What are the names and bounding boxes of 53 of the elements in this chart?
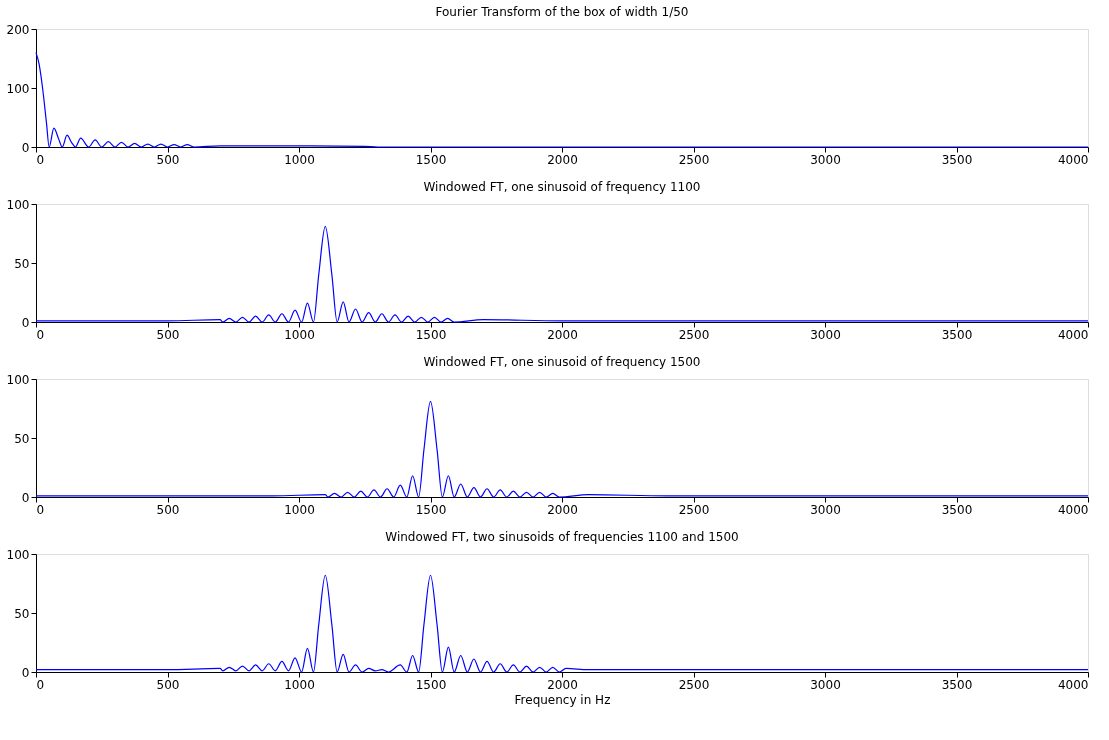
x-tick-label: 3500	[941, 502, 973, 517]
y-tick-label: 50	[14, 606, 30, 621]
x-tick-label: 1500	[415, 327, 447, 342]
x-tick-label: 3500	[941, 152, 973, 167]
x-tick-label: 0	[36, 677, 45, 692]
x-tick-label: 3000	[810, 677, 841, 692]
x-tick-label: 3000	[810, 502, 841, 517]
y-tick-label: 50	[14, 256, 30, 271]
x-axis-title: Frequency in Hz	[514, 692, 611, 707]
x-tick-label: 3000	[810, 327, 841, 342]
x-tick-label: 500	[156, 502, 180, 517]
x-tick-label: 4000	[1057, 677, 1089, 692]
x-tick-label: 500	[156, 327, 180, 342]
x-tick-label: 4000	[1057, 502, 1089, 517]
x-tick-label: 2500	[678, 152, 710, 167]
chart-title: Fourier Transform of the box of width 1/50	[435, 5, 689, 19]
x-tick-label: 1500	[415, 152, 447, 167]
x-tick-label: 0	[36, 327, 45, 342]
x-tick-label: 2500	[678, 327, 710, 342]
chart-title: Windowed FT, one sinusoid of frequency 1100	[423, 180, 701, 194]
y-tick-label: 0	[21, 665, 30, 680]
x-tick-label: 2000	[547, 502, 578, 517]
x-tick-label: 4000	[1057, 152, 1089, 167]
x-tick-label: 1500	[415, 502, 447, 517]
x-tick-label: 1500	[415, 677, 447, 692]
x-tick-label: 500	[156, 152, 180, 167]
x-tick-label: 1000	[284, 502, 315, 517]
y-tick-label: 50	[14, 431, 30, 446]
y-tick-label: 200	[6, 22, 30, 37]
x-tick-label: 3500	[941, 327, 973, 342]
x-tick-label: 2000	[547, 327, 578, 342]
x-tick-label: 2000	[547, 152, 578, 167]
x-tick-label: 500	[156, 677, 180, 692]
y-tick-label: 0	[21, 315, 30, 330]
chart-title: Windowed FT, two sinusoids of frequencies 1100 and 1500	[385, 530, 739, 544]
x-tick-label: 3000	[810, 152, 841, 167]
x-tick-label: 1000	[284, 677, 315, 692]
y-tick-label: 100	[6, 197, 30, 212]
y-tick-label: 0	[21, 140, 30, 155]
y-tick-label: 100	[6, 372, 30, 387]
x-tick-label: 2500	[678, 677, 710, 692]
x-tick-label: 2000	[547, 677, 578, 692]
x-tick-label: 1000	[284, 152, 315, 167]
x-tick-label: 1000	[284, 327, 315, 342]
y-tick-label: 100	[6, 547, 30, 562]
y-tick-label: 100	[6, 81, 30, 96]
x-tick-label: 3500	[941, 677, 973, 692]
x-tick-label: 4000	[1057, 327, 1089, 342]
y-tick-label: 0	[21, 490, 30, 505]
x-tick-label: 0	[36, 502, 45, 517]
x-tick-label: 2500	[678, 502, 710, 517]
x-tick-label: 0	[36, 152, 45, 167]
chart-title: Windowed FT, one sinusoid of frequency 1500	[423, 355, 701, 369]
